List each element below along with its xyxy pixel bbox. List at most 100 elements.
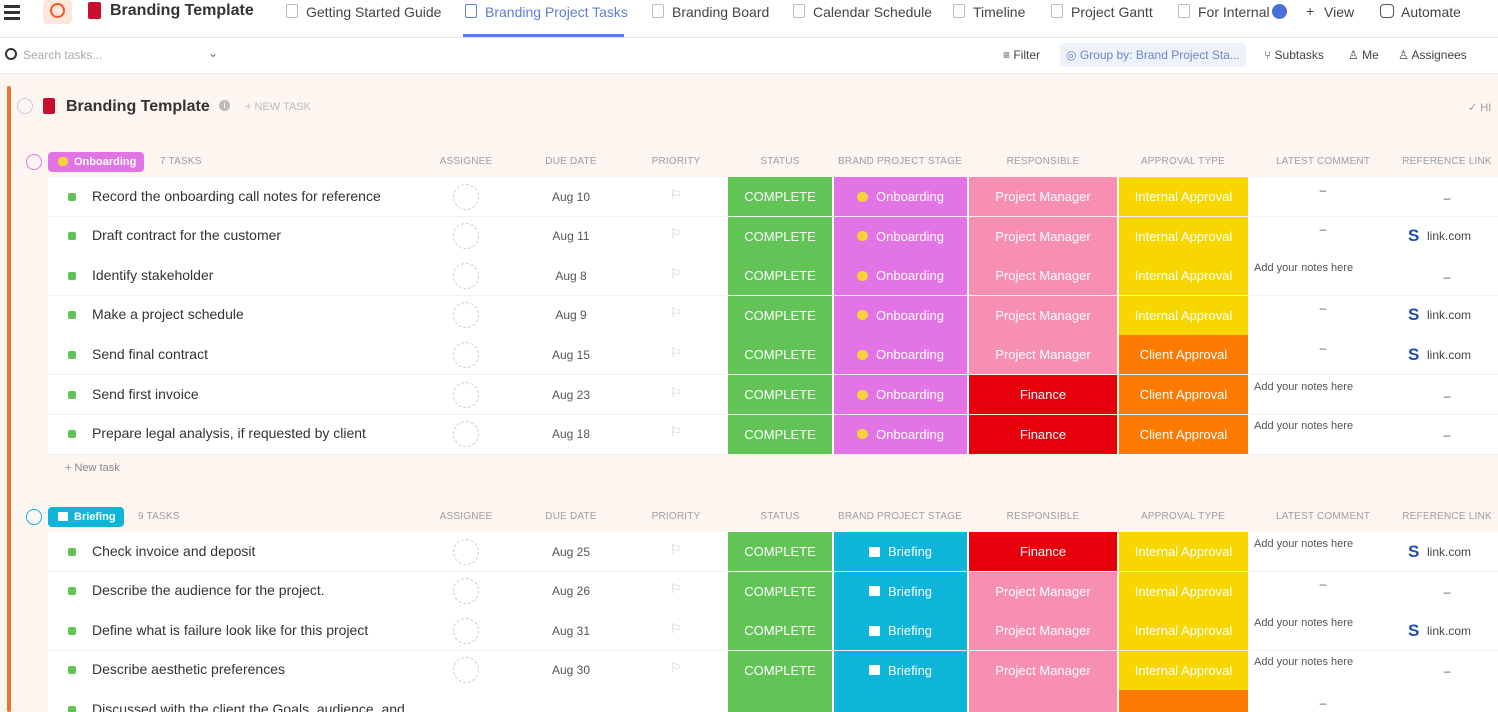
me-button[interactable]: ♙ Me [1348, 48, 1379, 62]
status-cell[interactable]: COMPLETE [728, 611, 832, 651]
due-date[interactable]: Aug 11 [552, 229, 590, 244]
column-header[interactable]: RESPONSIBLE [1006, 156, 1080, 167]
add-view-label[interactable]: View [1324, 4, 1355, 20]
responsible-cell[interactable]: Project Manager [969, 611, 1117, 651]
priority-flag[interactable]: ⚐ [670, 265, 682, 281]
approval-cell[interactable]: Internal Approval [1119, 295, 1248, 335]
approval-cell[interactable]: Client Approval [1119, 414, 1248, 454]
stage-cell[interactable] [834, 690, 967, 712]
tab[interactable]: For Internal [1198, 4, 1270, 20]
column-header[interactable]: STATUS [760, 156, 800, 167]
stage-cell[interactable]: Briefing [834, 571, 967, 611]
column-header[interactable]: ASSIGNEE [439, 156, 493, 167]
reference-link[interactable]: – [1443, 428, 1451, 443]
due-date[interactable]: Aug 30 [551, 663, 591, 678]
status-cell[interactable]: COMPLETE [728, 532, 832, 571]
column-header[interactable]: PRIORITY [651, 156, 701, 167]
list-collapse[interactable] [17, 98, 33, 114]
tab[interactable]: Branding Project Tasks [485, 4, 628, 20]
responsible-cell[interactable]: Finance [969, 375, 1117, 414]
stage-cell[interactable]: Briefing [834, 532, 967, 571]
responsible-cell[interactable]: Finance [969, 532, 1117, 571]
latest-comment[interactable]: Add your notes here [1254, 656, 1354, 669]
column-header[interactable]: BRAND PROJECT STAGE [837, 156, 962, 167]
priority-flag[interactable]: ⚐ [670, 384, 682, 400]
latest-comment[interactable]: Add your notes here [1254, 261, 1354, 274]
due-date[interactable]: Aug 10 [551, 189, 591, 204]
tab-more[interactable] [1272, 4, 1287, 19]
status-cell[interactable]: COMPLETE [728, 295, 832, 335]
stage-cell[interactable]: Onboarding [834, 216, 967, 256]
due-date[interactable]: Aug 9 [555, 308, 587, 323]
task-name[interactable]: Send final contract [92, 345, 208, 362]
task-name[interactable]: Send first invoice [92, 385, 199, 402]
status-cell[interactable]: COMPLETE [728, 216, 832, 256]
priority-flag[interactable]: ⚐ [670, 620, 682, 636]
approval-cell[interactable]: Client Approval [1119, 335, 1248, 375]
stage-cell[interactable]: Onboarding [834, 335, 967, 375]
latest-comment[interactable]: Add your notes here [1254, 420, 1354, 433]
status-cell[interactable]: COMPLETE [728, 177, 832, 216]
reference-link[interactable]: link.com [1427, 544, 1472, 559]
due-date[interactable]: Aug 25 [551, 544, 591, 559]
task-name[interactable]: Check invoice and deposit [92, 542, 256, 559]
latest-comment[interactable]: – [1319, 695, 1327, 710]
latest-comment[interactable]: Add your notes here [1254, 380, 1354, 393]
add-view[interactable]: + [1306, 3, 1315, 19]
filter-button[interactable]: ≡ Filter [1003, 48, 1041, 62]
column-header[interactable]: RESPONSIBLE [1006, 511, 1080, 522]
approval-cell[interactable]: Internal Approval [1119, 532, 1248, 571]
assignee-icon[interactable] [453, 657, 479, 684]
tab[interactable]: Timeline [973, 4, 1026, 20]
tab[interactable]: Getting Started Guide [306, 4, 442, 20]
new-task-button[interactable]: + NEW TASK [245, 101, 311, 113]
task-name[interactable]: Make a project schedule [92, 306, 244, 323]
responsible-cell[interactable]: Project Manager [969, 216, 1117, 256]
task-name[interactable]: Describe the audience for the project. [92, 582, 325, 599]
stage-cell[interactable]: Onboarding [834, 295, 967, 335]
column-header[interactable]: LATEST COMMENT [1275, 511, 1371, 522]
approval-cell[interactable] [1119, 690, 1248, 712]
task-name[interactable]: Define what is failure look like for thi… [92, 621, 369, 638]
stage-cell[interactable]: Onboarding [834, 414, 967, 454]
assignees-button[interactable]: ♙ Assignees [1398, 48, 1467, 62]
status-cell[interactable]: COMPLETE [728, 335, 832, 375]
due-date[interactable]: Aug 26 [551, 584, 591, 599]
assignee-icon[interactable] [453, 302, 479, 329]
column-header[interactable]: REFERENCE LINK [1402, 511, 1492, 522]
reference-link[interactable]: – [1443, 585, 1451, 600]
due-date[interactable]: Aug 31 [551, 623, 591, 638]
assignee-icon[interactable] [453, 538, 479, 565]
column-header[interactable]: ASSIGNEE [439, 511, 493, 522]
responsible-cell[interactable]: Finance [969, 414, 1117, 454]
approval-cell[interactable]: Internal Approval [1119, 571, 1248, 611]
status-cell[interactable]: COMPLETE [728, 375, 832, 414]
approval-cell[interactable]: Internal Approval [1119, 650, 1248, 690]
latest-comment[interactable]: Add your notes here [1254, 616, 1354, 629]
task-name[interactable]: Draft contract for the customer [92, 227, 282, 244]
responsible-cell[interactable]: Project Manager [969, 571, 1117, 611]
latest-comment[interactable]: – [1319, 577, 1327, 592]
due-date[interactable]: Aug 23 [551, 387, 591, 402]
latest-comment[interactable]: – [1319, 182, 1327, 197]
assignee-icon[interactable] [453, 381, 479, 408]
responsible-cell[interactable]: Project Manager [969, 177, 1117, 216]
group-by-button[interactable]: ◎ Group by: Brand Project Sta... [1060, 43, 1246, 67]
stage-cell[interactable]: Briefing [834, 650, 967, 690]
due-date[interactable]: Aug 15 [551, 347, 591, 362]
priority-flag[interactable]: ⚐ [670, 344, 682, 360]
search-dropdown[interactable]: ⌄ [208, 46, 219, 60]
menu-icon[interactable] [4, 5, 20, 8]
automate[interactable]: Automate [1401, 4, 1461, 20]
approval-cell[interactable]: Internal Approval [1119, 177, 1248, 216]
assignee-icon[interactable] [453, 183, 479, 210]
task-name[interactable]: Describe aesthetic preferences [92, 661, 285, 678]
task-name[interactable]: Record the onboarding call notes for ref… [92, 187, 381, 204]
latest-comment[interactable]: – [1319, 301, 1327, 316]
approval-cell[interactable]: Client Approval [1119, 375, 1248, 414]
priority-flag[interactable]: ⚐ [670, 186, 682, 202]
reference-link[interactable]: – [1443, 388, 1451, 403]
assignee-icon[interactable] [453, 617, 479, 644]
due-date[interactable]: Aug 8 [555, 268, 587, 283]
column-header[interactable]: APPROVAL TYPE [1140, 511, 1226, 522]
